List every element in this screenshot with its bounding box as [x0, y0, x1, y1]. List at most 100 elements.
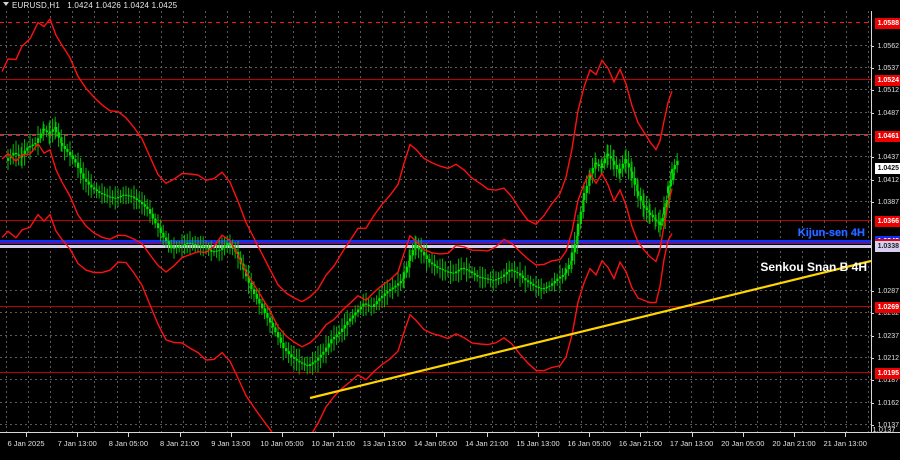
candle-body — [473, 273, 476, 276]
candle-body — [57, 132, 60, 138]
candle-body — [181, 245, 184, 247]
candle-body — [543, 288, 546, 290]
candle-body — [642, 200, 645, 206]
candle-body — [114, 197, 117, 199]
candle-body — [226, 242, 229, 246]
candle-body — [414, 244, 417, 251]
price-axis[interactable]: 1.0562 1.0537 1.0512 1.0487 1.0437 1.0412 1.03… — [870, 11, 900, 432]
candle-body — [637, 191, 640, 196]
candle-body — [266, 313, 269, 318]
candle-body — [306, 364, 309, 366]
candle-body — [444, 270, 447, 272]
candle-body — [508, 269, 511, 273]
candle-body — [335, 334, 338, 337]
level-line-1.0195[interactable] — [0, 372, 871, 373]
price-label-1.0425[interactable]: 1.0425 — [874, 163, 900, 174]
gridline-horizontal — [0, 402, 871, 403]
candle-body — [630, 167, 633, 172]
candle-body — [460, 267, 463, 270]
gridline-horizontal — [0, 67, 871, 68]
price-label-1.0269[interactable]: 1.0269 — [874, 302, 900, 313]
candle-body — [399, 280, 402, 284]
candle-body — [49, 131, 52, 135]
gridline-vertical — [558, 11, 560, 432]
candle-body — [301, 362, 304, 364]
price-label-1.0366[interactable]: 1.0366 — [874, 216, 900, 227]
time-label-15: 20 Jan 21:00 — [772, 439, 816, 448]
candle-body — [298, 360, 301, 363]
level-line-1.0340[interactable] — [0, 243, 871, 244]
gridline-horizontal — [0, 112, 871, 113]
time-tick — [282, 433, 283, 437]
candle-body — [573, 244, 576, 253]
candle-body — [93, 187, 96, 190]
level-line-1.0269[interactable] — [0, 306, 871, 307]
candle-body — [229, 242, 232, 246]
candle-body — [420, 249, 423, 252]
candle-body — [529, 282, 532, 284]
chart-plot-area[interactable]: Kijun-sen 4H Senkou Snan B 4H — [0, 11, 871, 432]
candle-body — [571, 252, 574, 261]
time-tick — [128, 433, 130, 437]
gridline-horizontal — [0, 156, 871, 157]
price-label-1.0588[interactable]: 1.0588 — [874, 18, 900, 29]
price-label-1.0338[interactable]: 1.0338 — [874, 241, 900, 252]
candle-body — [370, 305, 373, 308]
price-tick-1.0137: 1.0137 — [870, 420, 900, 431]
gridline-vertical — [160, 11, 162, 432]
level-line-1.0588[interactable] — [0, 22, 871, 23]
candle-body — [673, 165, 676, 170]
time-axis[interactable]: 6 Jan 2025 7 Jan 13:00 8 Jan 05:00 8 Jan 21… — [0, 425, 900, 460]
candle-body — [71, 155, 74, 160]
candle-body — [381, 295, 384, 299]
candle-body — [465, 269, 468, 271]
candle-body — [66, 148, 69, 152]
candle-body — [471, 271, 474, 274]
level-line-1.0524[interactable] — [0, 79, 871, 80]
price-label-1.0195[interactable]: 1.0195 — [874, 368, 900, 379]
level-line-1.0366[interactable] — [0, 220, 871, 221]
gridline-vertical — [757, 11, 759, 432]
candle-body — [87, 181, 90, 185]
candle-body — [125, 194, 128, 196]
gridline-vertical — [249, 11, 251, 432]
gridline-vertical — [801, 11, 803, 432]
price-tick-1.0562: 1.0562 — [870, 41, 900, 52]
triangle-down-icon[interactable] — [3, 2, 9, 6]
gridline-vertical — [691, 11, 693, 432]
time-tick — [333, 433, 335, 437]
time-tick — [26, 433, 27, 437]
candle-body — [439, 267, 442, 270]
kijun-sen-4h-line[interactable] — [0, 240, 871, 243]
time-label-9: 14 Jan 21:00 — [465, 439, 509, 448]
gridline-vertical — [204, 11, 206, 432]
annotation-senkou-span-b: Senkou Snan B 4H — [760, 260, 867, 274]
candle-body — [627, 163, 630, 168]
candle-body — [365, 303, 368, 305]
candle-body — [165, 237, 168, 242]
candle-body — [133, 196, 136, 199]
candle-body — [565, 269, 568, 274]
price-label-1.0524[interactable]: 1.0524 — [874, 75, 900, 86]
gridline-vertical — [448, 11, 449, 432]
candle-body — [594, 162, 597, 168]
candle-body — [309, 364, 312, 366]
trendline[interactable] — [309, 259, 871, 400]
candle-body — [570, 260, 573, 265]
gridline-vertical — [293, 11, 295, 432]
candle-body — [481, 277, 484, 279]
candle-body — [15, 152, 18, 155]
candle-body — [527, 280, 530, 283]
candle-body — [576, 235, 579, 245]
candle-body — [23, 150, 26, 155]
level-line-1.0461[interactable] — [0, 135, 871, 136]
candle-body — [405, 266, 408, 273]
candle-body — [659, 221, 662, 226]
candle-body — [199, 245, 202, 247]
candle-body — [303, 363, 306, 365]
candle-body — [117, 197, 120, 199]
candle-body — [397, 283, 400, 286]
candle-body — [601, 163, 604, 168]
price-label-1.0461[interactable]: 1.0461 — [874, 131, 900, 142]
senkou-span-b-4h-line[interactable] — [0, 245, 871, 248]
